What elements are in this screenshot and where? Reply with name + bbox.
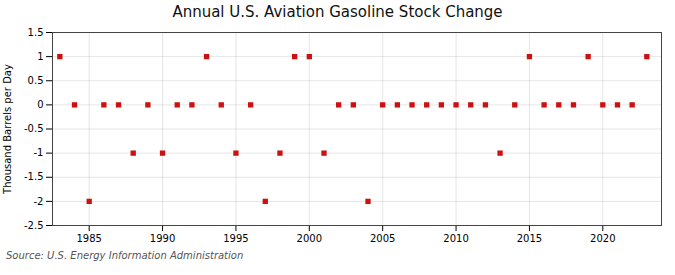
svg-text:-0.5: -0.5: [24, 123, 44, 134]
html-text:Source: U.S. Energy Informatio: Source: U.S. Energy Information Administ…: [6, 250, 244, 261]
svg-text:1995: 1995: [223, 233, 248, 244]
svg-text:-1.5: -1.5: [24, 171, 44, 182]
svg-text:2000: 2000: [297, 233, 322, 244]
svg-text:1.5: 1.5: [28, 27, 44, 38]
svg-text:0.5: 0.5: [28, 75, 44, 86]
svg-text:2015: 2015: [517, 233, 542, 244]
svg-text:1990: 1990: [150, 233, 175, 244]
svg-text:2020: 2020: [590, 233, 615, 244]
html-text:Annual U.S. Aviation Gasoline: Annual U.S. Aviation Gasoline Stock Chan…: [172, 3, 503, 21]
svg-text:Thousand Barrels per Day: Thousand Barrels per Day: [2, 64, 13, 195]
svg-text:2005: 2005: [370, 233, 395, 244]
svg-text:-1: -1: [34, 147, 44, 158]
svg-text:2010: 2010: [443, 233, 468, 244]
svg-text:-2.5: -2.5: [24, 220, 44, 231]
svg-text:-2: -2: [34, 196, 44, 207]
svg-text:1: 1: [37, 51, 43, 62]
svg-text:0: 0: [37, 99, 43, 110]
svg-text:1985: 1985: [76, 233, 101, 244]
